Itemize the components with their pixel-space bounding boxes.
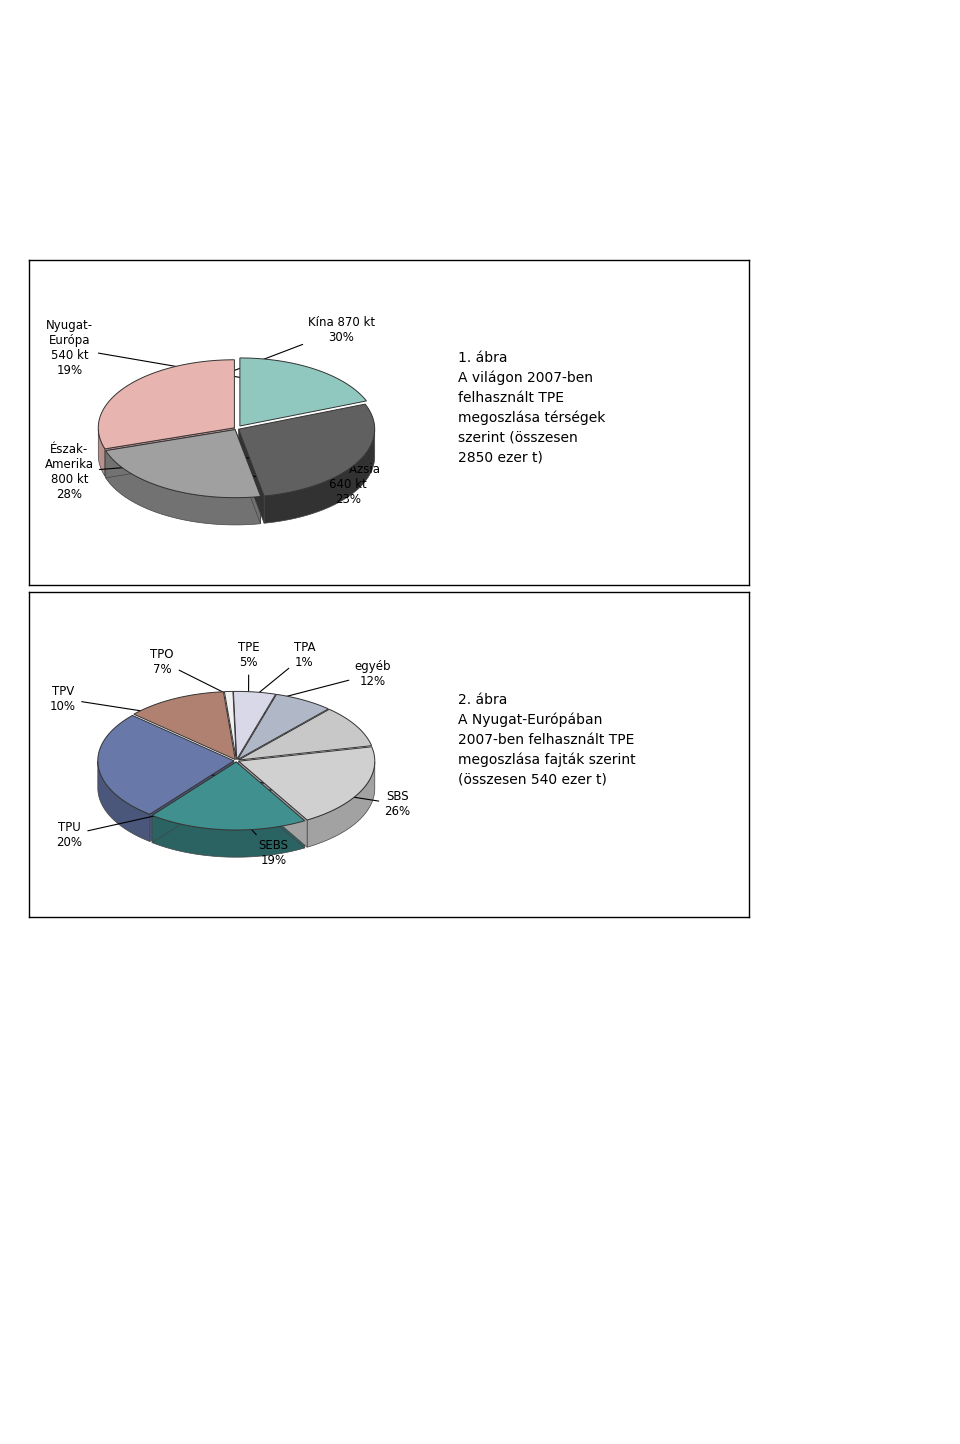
Text: Nyugat-
Európa
540 kt
19%: Nyugat- Európa 540 kt 19% — [46, 319, 291, 386]
Text: egyéb
12%: egyéb 12% — [199, 660, 391, 719]
Polygon shape — [240, 358, 367, 426]
Text: TPV
10%: TPV 10% — [50, 684, 312, 738]
Polygon shape — [239, 761, 307, 848]
Polygon shape — [133, 692, 235, 760]
Polygon shape — [239, 429, 264, 523]
Polygon shape — [98, 360, 234, 449]
Text: 2. ábra
A Nyugat-Európában
2007-ben felhasznált TPE
megoszlása fajták szerint
(ö: 2. ábra A Nyugat-Európában 2007-ben felh… — [458, 693, 636, 787]
Polygon shape — [238, 695, 328, 760]
Text: Kína 870 kt
30%: Kína 870 kt 30% — [160, 316, 375, 399]
Text: TPA
1%: TPA 1% — [233, 641, 315, 713]
Polygon shape — [307, 762, 374, 848]
Polygon shape — [264, 430, 374, 523]
Polygon shape — [152, 816, 304, 858]
Text: SEBS
19%: SEBS 19% — [232, 809, 289, 868]
Polygon shape — [235, 430, 261, 524]
Text: 1. ábra
A világon 2007-ben
felhasznált TPE
megoszlása térségek
szerint (összesen: 1. ábra A világon 2007-ben felhasznált T… — [458, 351, 606, 464]
Text: többi Ázsia
640 kt
23%: többi Ázsia 640 kt 23% — [189, 462, 380, 505]
Polygon shape — [105, 427, 234, 477]
Polygon shape — [106, 430, 235, 478]
Text: TPE
5%: TPE 5% — [238, 641, 259, 713]
Text: TPU
20%: TPU 20% — [57, 780, 317, 849]
Polygon shape — [150, 761, 234, 842]
Polygon shape — [106, 451, 261, 526]
Polygon shape — [98, 429, 105, 477]
Polygon shape — [152, 762, 304, 830]
Polygon shape — [236, 762, 304, 848]
Polygon shape — [98, 715, 234, 814]
Polygon shape — [238, 709, 372, 760]
Polygon shape — [152, 762, 236, 843]
Text: TPO
7%: TPO 7% — [151, 648, 278, 719]
Text: Észak-
Amerika
800 kt
28%: Észak- Amerika 800 kt 28% — [45, 443, 320, 501]
Polygon shape — [98, 761, 150, 842]
Polygon shape — [225, 692, 236, 760]
Polygon shape — [239, 747, 374, 820]
Polygon shape — [233, 692, 276, 760]
Polygon shape — [239, 404, 374, 495]
Text: SBS
26%: SBS 26% — [149, 765, 410, 817]
Polygon shape — [106, 430, 261, 498]
